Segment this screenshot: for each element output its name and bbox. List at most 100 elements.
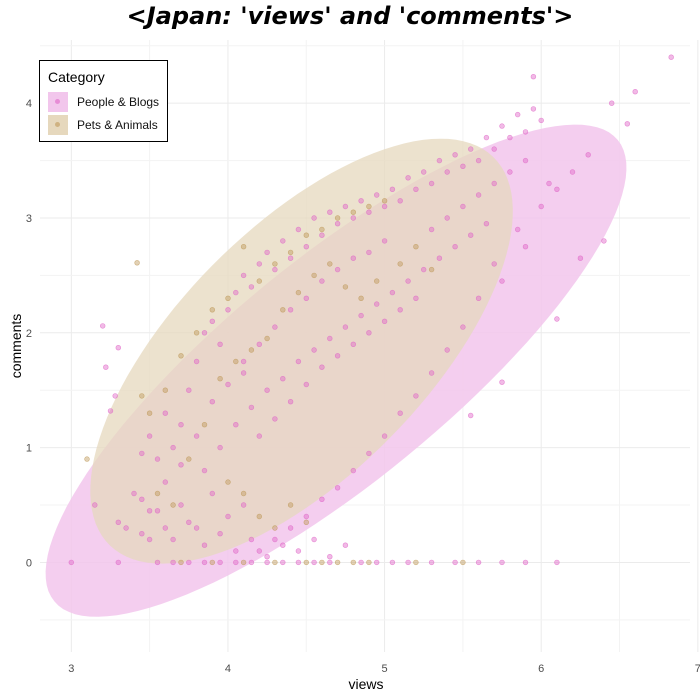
- legend-dot-pets-animals: [55, 122, 60, 127]
- point-people-blogs: [264, 249, 270, 256]
- point-pets-animals: [84, 456, 90, 462]
- point-people-blogs: [248, 536, 255, 543]
- point-people-blogs: [475, 559, 482, 566]
- point-people-blogs: [264, 387, 270, 393]
- point-pets-animals: [178, 559, 184, 566]
- point-people-blogs: [272, 416, 278, 422]
- point-people-blogs: [366, 330, 372, 336]
- point-pets-animals: [287, 249, 294, 256]
- point-pets-animals: [319, 559, 325, 566]
- point-people-blogs: [327, 559, 333, 566]
- point-people-blogs: [162, 410, 169, 416]
- point-people-blogs: [233, 289, 239, 296]
- point-people-blogs: [530, 106, 537, 112]
- point-people-blogs: [209, 399, 216, 405]
- point-people-blogs: [499, 559, 505, 566]
- point-people-blogs: [287, 399, 294, 405]
- y-tick-label: 3: [26, 213, 32, 225]
- point-people-blogs: [154, 508, 161, 514]
- legend-dot-people-blogs: [55, 99, 60, 104]
- point-people-blogs: [381, 238, 388, 244]
- point-people-blogs: [444, 215, 450, 221]
- point-people-blogs: [217, 559, 223, 566]
- point-pets-animals: [287, 502, 294, 508]
- point-people-blogs: [225, 513, 231, 520]
- point-people-blogs: [577, 255, 584, 261]
- point-people-blogs: [256, 341, 262, 347]
- point-people-blogs: [342, 324, 349, 330]
- point-people-blogs: [162, 479, 169, 485]
- point-pets-animals: [295, 289, 302, 296]
- point-pets-animals: [256, 278, 262, 284]
- point-people-blogs: [452, 244, 458, 250]
- point-people-blogs: [154, 456, 161, 462]
- point-people-blogs: [311, 559, 317, 566]
- point-people-blogs: [530, 73, 537, 80]
- point-pets-animals: [240, 244, 247, 250]
- point-people-blogs: [350, 341, 356, 347]
- point-pets-animals: [381, 198, 388, 204]
- point-people-blogs: [397, 198, 403, 204]
- point-people-blogs: [491, 180, 497, 187]
- point-people-blogs: [468, 232, 474, 238]
- point-people-blogs: [139, 530, 145, 537]
- point-pets-animals: [350, 209, 356, 215]
- point-pets-animals: [397, 261, 403, 267]
- point-people-blogs: [319, 232, 325, 238]
- point-people-blogs: [405, 278, 411, 284]
- point-pets-animals: [193, 330, 200, 336]
- point-people-blogs: [381, 433, 388, 439]
- point-people-blogs: [334, 266, 341, 273]
- point-people-blogs: [358, 312, 364, 319]
- point-people-blogs: [374, 192, 380, 198]
- point-people-blogs: [538, 117, 544, 124]
- point-people-blogs: [389, 559, 396, 566]
- point-pets-animals: [303, 519, 309, 525]
- point-people-blogs: [554, 186, 560, 193]
- point-people-blogs: [327, 553, 333, 560]
- legend-label-people-blogs: People & Blogs: [77, 95, 160, 109]
- x-tick-label: 6: [538, 663, 544, 675]
- point-pets-animals: [413, 244, 419, 250]
- point-pets-animals: [280, 307, 286, 313]
- point-pets-animals: [240, 490, 247, 497]
- point-people-blogs: [381, 203, 388, 210]
- point-people-blogs: [170, 536, 176, 543]
- point-pets-animals: [303, 232, 309, 238]
- point-people-blogs: [303, 244, 309, 250]
- point-people-blogs: [522, 157, 529, 164]
- point-people-blogs: [186, 387, 192, 393]
- point-people-blogs: [272, 266, 278, 273]
- point-people-blogs: [334, 353, 341, 359]
- point-people-blogs: [256, 433, 262, 439]
- point-pets-animals: [217, 376, 223, 382]
- point-people-blogs: [295, 559, 302, 566]
- point-people-blogs: [209, 490, 216, 497]
- point-people-blogs: [389, 289, 396, 296]
- point-people-blogs: [514, 111, 521, 118]
- point-people-blogs: [374, 559, 380, 566]
- point-pets-animals: [248, 347, 255, 353]
- point-people-blogs: [303, 513, 309, 520]
- legend-item-people-blogs: People & Blogs: [48, 92, 166, 114]
- point-people-blogs: [287, 307, 294, 313]
- point-pets-animals: [134, 260, 140, 266]
- point-people-blogs: [452, 152, 458, 158]
- point-people-blogs: [209, 318, 216, 324]
- point-pets-animals: [366, 203, 372, 210]
- point-people-blogs: [374, 301, 380, 307]
- point-pets-animals: [154, 490, 161, 497]
- point-people-blogs: [115, 519, 122, 525]
- point-pets-animals: [146, 410, 153, 416]
- point-pets-animals: [460, 559, 466, 566]
- point-people-blogs: [225, 307, 231, 313]
- point-people-blogs: [522, 244, 529, 250]
- legend-key-pets-animals: [48, 115, 68, 135]
- point-people-blogs: [248, 284, 255, 290]
- point-people-blogs: [287, 255, 294, 261]
- point-pets-animals: [350, 559, 356, 566]
- point-people-blogs: [240, 272, 247, 279]
- point-people-blogs: [248, 559, 255, 566]
- point-pets-animals: [272, 261, 278, 267]
